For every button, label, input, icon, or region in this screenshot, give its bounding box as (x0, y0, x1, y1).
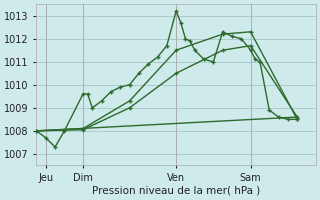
X-axis label: Pression niveau de la mer( hPa ): Pression niveau de la mer( hPa ) (92, 186, 260, 196)
